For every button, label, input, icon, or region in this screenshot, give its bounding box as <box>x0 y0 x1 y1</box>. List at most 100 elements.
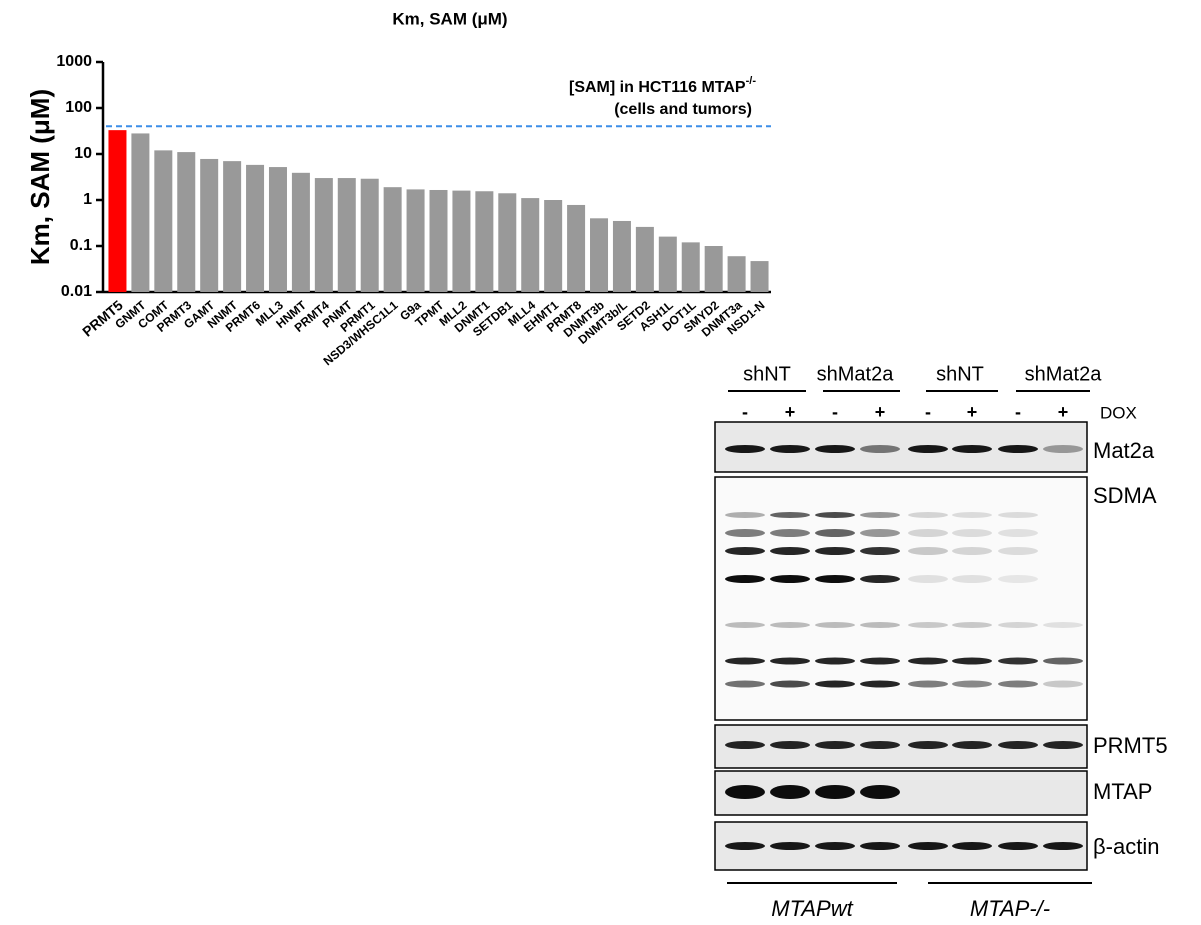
band <box>725 681 765 688</box>
row-label: SDMA <box>1093 483 1157 508</box>
band <box>770 622 810 628</box>
band <box>998 681 1038 688</box>
row-label: PRMT5 <box>1093 733 1168 758</box>
band <box>770 512 810 518</box>
band <box>725 842 765 850</box>
band <box>952 658 992 665</box>
dox-sign: + <box>785 402 796 422</box>
band <box>860 445 900 453</box>
band <box>770 681 810 688</box>
band <box>908 575 948 583</box>
band <box>1043 681 1083 688</box>
band <box>815 681 855 688</box>
band <box>908 529 948 537</box>
band <box>952 512 992 518</box>
dox-sign: - <box>832 402 838 422</box>
bar <box>108 130 126 292</box>
bar <box>521 198 539 292</box>
dox-sign: + <box>1058 402 1069 422</box>
band <box>725 547 765 555</box>
genotype-label: MTAP-/- <box>970 896 1050 921</box>
dox-sign: - <box>925 402 931 422</box>
dox-sign: - <box>742 402 748 422</box>
bar <box>292 173 310 292</box>
band <box>725 575 765 583</box>
group-label: shNT <box>743 363 791 385</box>
bar <box>498 193 516 292</box>
band <box>908 842 948 850</box>
bar <box>590 218 608 292</box>
band <box>815 622 855 628</box>
blot-panels <box>715 422 1087 870</box>
band <box>1043 842 1083 850</box>
band <box>908 512 948 518</box>
band <box>998 575 1038 583</box>
band <box>998 529 1038 537</box>
page: Km, SAM (μM) Km, SAM (μM) [SAM] in HCT11… <box>0 0 1201 925</box>
band <box>725 529 765 537</box>
bar <box>269 167 287 292</box>
row-label: Mat2a <box>1093 438 1155 463</box>
band <box>770 842 810 850</box>
y-tick-label: 10 <box>74 145 92 162</box>
y-axis-label: Km, SAM (μM) <box>25 89 55 265</box>
band <box>815 512 855 518</box>
figure: Km, SAM (μM) Km, SAM (μM) [SAM] in HCT11… <box>0 0 1201 925</box>
bar <box>659 237 677 292</box>
reference-label-sup: -/- <box>746 75 757 87</box>
band <box>725 445 765 453</box>
chart-title: Km, SAM (μM) <box>392 9 507 28</box>
band <box>860 622 900 628</box>
band <box>908 658 948 665</box>
band <box>998 622 1038 628</box>
band <box>770 785 810 799</box>
bar <box>361 179 379 292</box>
band <box>725 512 765 518</box>
band <box>725 622 765 628</box>
dox-sign: + <box>967 402 978 422</box>
band <box>908 681 948 688</box>
group-label: shMat2a <box>817 363 895 385</box>
band <box>815 547 855 555</box>
bar <box>567 205 585 292</box>
band <box>815 445 855 453</box>
bar <box>751 261 769 292</box>
band <box>998 842 1038 850</box>
bar <box>407 189 425 292</box>
dox-sign: + <box>875 402 886 422</box>
band <box>998 512 1038 518</box>
bar <box>452 191 470 292</box>
band <box>952 681 992 688</box>
band <box>998 445 1038 453</box>
band <box>860 547 900 555</box>
band <box>725 785 765 799</box>
band <box>998 741 1038 749</box>
bar <box>384 187 402 292</box>
y-tick-label: 1 <box>83 191 92 208</box>
band <box>952 445 992 453</box>
band <box>860 842 900 850</box>
band <box>952 622 992 628</box>
bar <box>728 256 746 292</box>
band <box>952 529 992 537</box>
band <box>815 842 855 850</box>
band <box>952 741 992 749</box>
bar <box>200 159 218 292</box>
y-tick-label: 0.01 <box>61 283 92 300</box>
band <box>860 575 900 583</box>
bar <box>544 200 562 292</box>
band <box>952 575 992 583</box>
group-label: shNT <box>936 363 984 385</box>
band <box>770 445 810 453</box>
band <box>952 842 992 850</box>
band <box>815 575 855 583</box>
band <box>908 622 948 628</box>
band <box>1043 741 1083 749</box>
band <box>1043 445 1083 453</box>
group-label: shMat2a <box>1025 363 1103 385</box>
reference-label-2: (cells and tumors) <box>614 101 752 118</box>
row-label: β-actin <box>1093 834 1159 859</box>
band <box>725 741 765 749</box>
reference-label: [SAM] in HCT116 MTAP-/- <box>569 75 756 96</box>
band <box>815 741 855 749</box>
